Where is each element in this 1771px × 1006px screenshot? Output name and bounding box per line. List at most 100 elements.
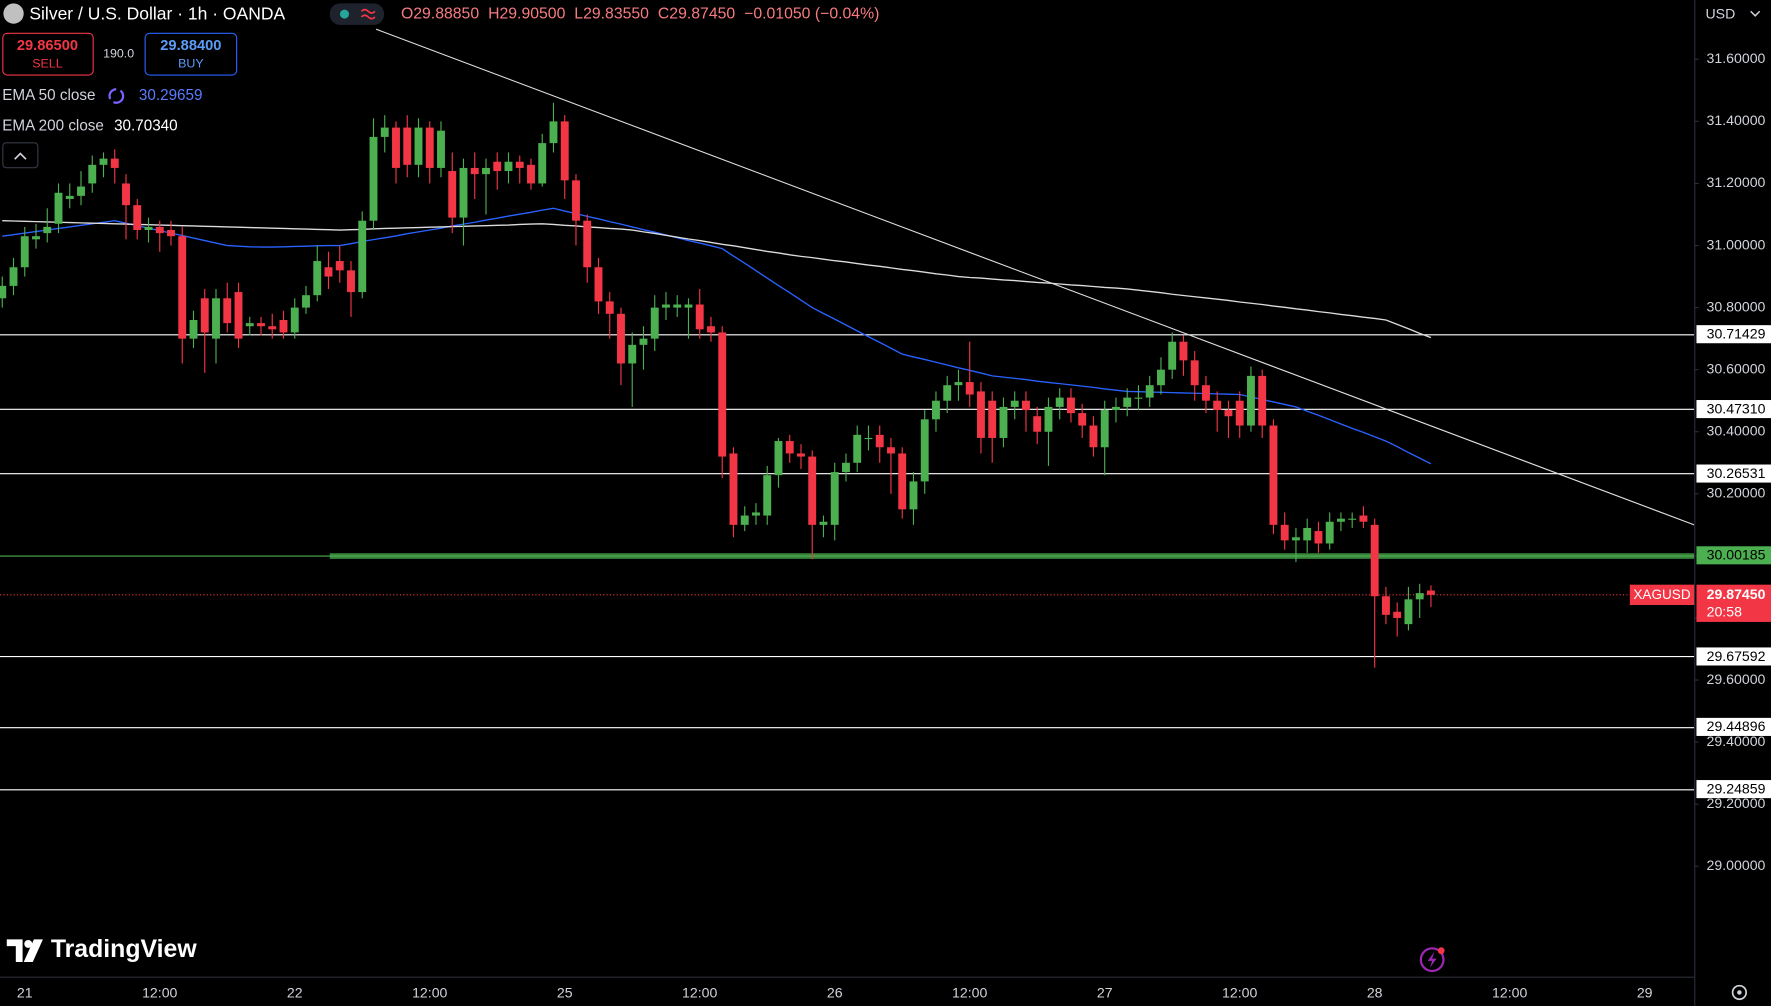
axis-panel <box>1694 0 1771 1006</box>
level-label-box <box>1696 780 1771 799</box>
y-tick-label: 29.00000 <box>1707 857 1766 873</box>
candle-body <box>1010 400 1019 407</box>
alert-ring[interactable] <box>1419 947 1445 973</box>
buy-box[interactable] <box>144 32 238 76</box>
candle-body <box>43 226 52 234</box>
candle-body <box>1224 410 1233 417</box>
level-label: 30.47310 <box>1707 400 1766 416</box>
candle-body <box>257 323 265 327</box>
alert-dot[interactable] <box>1437 947 1445 955</box>
candle-body <box>943 385 952 401</box>
candle-body <box>1067 397 1075 414</box>
candle-body <box>718 332 727 457</box>
candle-body <box>88 164 97 184</box>
ema-line <box>2 207 1432 465</box>
candle-body <box>268 326 277 330</box>
currency-label[interactable]: USD <box>1705 5 1735 21</box>
y-tick-label: 30.20000 <box>1707 485 1766 501</box>
currency-selector[interactable]: USD <box>1696 0 1771 28</box>
x-tick-label: 12:00 <box>1222 984 1257 1000</box>
candle-body <box>1112 406 1120 411</box>
candle-body <box>9 267 18 286</box>
sell-price[interactable]: 29.86500 <box>17 38 78 54</box>
candle-body <box>864 437 873 440</box>
logo-mark-t <box>6 939 23 962</box>
candle-body <box>324 267 333 277</box>
x-tick-label: 26 <box>827 984 843 1000</box>
loading-icon <box>108 88 125 104</box>
collapse-chevron[interactable] <box>14 152 27 160</box>
collapse-box[interactable] <box>2 142 39 169</box>
candle-body <box>1393 611 1402 618</box>
currency-chevron[interactable] <box>1750 10 1761 17</box>
sell-box[interactable] <box>2 32 94 76</box>
currency-box[interactable] <box>1696 0 1771 28</box>
candle-body <box>538 143 547 184</box>
candle-body <box>425 127 434 168</box>
candle-body <box>1123 397 1132 407</box>
x-tick-label: 28 <box>1367 984 1383 1000</box>
candle-body <box>1078 413 1087 426</box>
candle-body <box>988 400 997 438</box>
candle-body <box>1055 397 1064 407</box>
candle-body <box>1100 410 1109 448</box>
candle-body <box>77 186 85 196</box>
candle-body <box>842 462 850 473</box>
candle-body <box>133 205 142 231</box>
symbol-tag-box <box>1629 584 1695 605</box>
last-price-label: 29.87450 <box>1707 586 1766 602</box>
candle-body <box>662 304 670 308</box>
candle-body <box>167 230 175 237</box>
x-tick-label: 21 <box>17 984 33 1000</box>
candle-body <box>740 515 749 525</box>
candle-body <box>482 167 490 175</box>
sell-button[interactable]: 29.86500 SELL <box>2 32 94 76</box>
x-tick-label: 12:00 <box>142 984 177 1000</box>
candle-body <box>20 236 29 268</box>
candle-body <box>369 136 378 221</box>
alert-bolt[interactable] <box>1427 951 1437 968</box>
candle-body <box>403 127 412 165</box>
candle-body <box>1168 341 1177 370</box>
candle-body <box>785 441 794 454</box>
x-tick-label: 25 <box>557 984 573 1000</box>
candle-body <box>977 391 985 438</box>
buy-button[interactable]: 29.88400 BUY <box>144 32 238 76</box>
level-label-box <box>1696 717 1771 736</box>
candle-body <box>1269 425 1278 525</box>
settings-button[interactable] <box>1731 984 1747 1001</box>
settings-hub[interactable] <box>1737 990 1742 995</box>
level-label-box <box>1696 546 1771 565</box>
alert-icon[interactable] <box>1419 947 1445 973</box>
candle-body <box>1314 531 1323 544</box>
level-label: 30.71429 <box>1707 326 1766 342</box>
candle-body <box>99 158 108 165</box>
high-readout: H29.90500 <box>488 6 566 23</box>
collapse-legend-button[interactable] <box>2 142 39 169</box>
candle-body <box>853 434 862 463</box>
ohlc-readout: O29.88850 H29.90500 L29.83550 C29.87450 … <box>401 6 879 23</box>
candle-body <box>999 406 1008 438</box>
buy-price[interactable]: 29.88400 <box>160 38 221 54</box>
buy-label[interactable]: BUY <box>178 57 204 71</box>
legend-ema200: EMA 200 close <box>2 117 104 134</box>
candle-body <box>1246 375 1255 426</box>
sell-label[interactable]: SELL <box>32 57 62 71</box>
candle-body <box>392 127 400 168</box>
settings-gear[interactable] <box>1731 984 1747 1001</box>
candle-body <box>684 304 693 308</box>
x-tick-label: 29 <box>1637 984 1653 1000</box>
low-readout: L29.83550 <box>574 6 649 23</box>
candle-body <box>594 267 603 302</box>
candle-body <box>54 192 63 224</box>
candle-body <box>1348 518 1357 520</box>
candle-body <box>144 226 153 231</box>
candle-body <box>1213 400 1222 411</box>
x-tick-label: 12:00 <box>682 984 717 1000</box>
candle-body <box>639 338 648 345</box>
candle-body <box>448 171 457 218</box>
x-tick-label: 12:00 <box>412 984 447 1000</box>
candle-body <box>920 419 929 482</box>
candle-body <box>1033 416 1042 432</box>
